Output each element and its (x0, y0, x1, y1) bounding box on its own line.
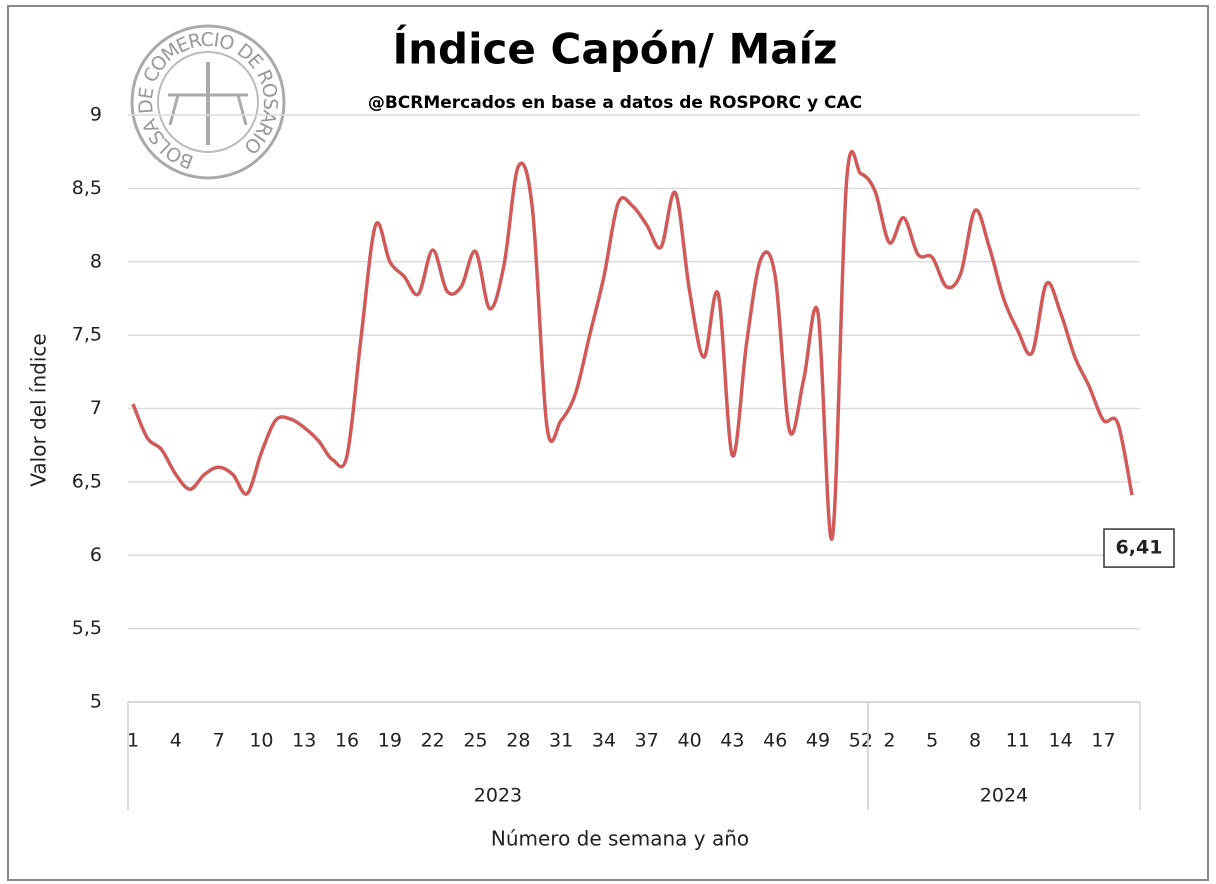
y-tick-label: 8,5 (72, 177, 102, 199)
group-label: 2023 (474, 785, 522, 807)
line (131, 149, 1134, 541)
x-tick-label: 8 (969, 730, 981, 752)
data-label: 6,41 (1116, 537, 1163, 559)
y-tick-label: 8 (90, 250, 102, 272)
y-tick-label: 7,5 (72, 324, 102, 346)
y-tick-label: 9 (90, 104, 102, 126)
x-tick-label: 22 (421, 730, 445, 752)
x-tick-label: 2 (883, 730, 895, 752)
y-tick-label: 5,5 (72, 617, 102, 639)
x-tick-label: 1 (127, 730, 139, 752)
x-tick-label: 7 (213, 730, 225, 752)
data-label-box (1103, 528, 1175, 568)
x-tick-label: 13 (292, 730, 316, 752)
x-tick-label: 25 (463, 730, 487, 752)
y-tick-label: 6 (90, 544, 102, 566)
x-tick-label: 16 (335, 730, 359, 752)
x-tick-label: 19 (378, 730, 402, 752)
chart-subtitle: @BCRMercados en base a datos de ROSPORC … (368, 93, 862, 113)
chart-title: Índice Capón/ Maíz (393, 24, 838, 74)
group-label: 2024 (980, 785, 1028, 807)
x-axis-label: Número de semana y año (491, 827, 749, 851)
x-tick-label: 43 (720, 730, 744, 752)
x-tick-label: 14 (1049, 730, 1073, 752)
x-tick-label: 17 (1091, 730, 1115, 752)
x-tick-label: 52 (849, 730, 873, 752)
x-tick-label: 46 (763, 730, 787, 752)
x-tick-label: 28 (506, 730, 530, 752)
x-tick-label: 31 (549, 730, 573, 752)
y-tick-label: 7 (90, 397, 102, 419)
y-axis-label: Valor del índice (27, 333, 51, 486)
x-tick-label: 10 (249, 730, 273, 752)
y-tick-label: 6,5 (72, 470, 102, 492)
x-tick-label: 11 (1006, 730, 1030, 752)
x-tick-label: 37 (635, 730, 659, 752)
x-tick-label: 34 (592, 730, 616, 752)
logo: BOLSA DE COMERCIO DE ROSARIO (130, 24, 286, 180)
x-tick-label: 4 (170, 730, 182, 752)
x-tick-label: 5 (926, 730, 938, 752)
x-tick-label: 40 (677, 730, 701, 752)
x-tick-label: 49 (806, 730, 830, 752)
y-tick-label: 5 (90, 691, 102, 713)
